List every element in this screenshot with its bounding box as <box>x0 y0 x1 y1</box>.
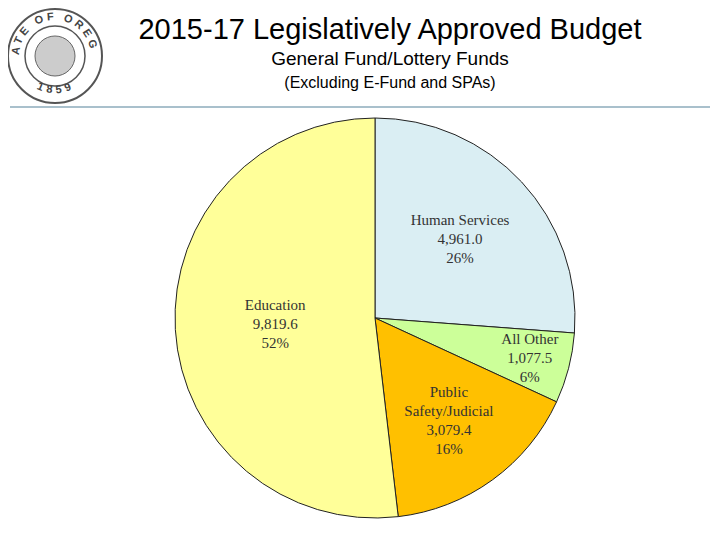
svg-text:1859: 1859 <box>36 79 75 95</box>
svg-text:Human Services4,961.026%: Human Services4,961.026% <box>411 212 510 266</box>
html-text:2015-17 Legislatively Approved: 2015-17 Legislatively Approved Budget <box>138 13 642 45</box>
html-text:General Fund/Lottery Funds: General Fund/Lottery Funds <box>271 48 509 69</box>
svg-text:Education9,819.652%: Education9,819.652% <box>245 297 306 351</box>
svg-text:All Other1,077.56%: All Other1,077.56% <box>501 331 558 385</box>
html-text:(Excluding E-Fund and SPAs): (Excluding E-Fund and SPAs) <box>284 74 496 91</box>
svg-text:STATE OF OREGON: STATE OF OREGON <box>8 8 101 56</box>
svg-text:PublicSafety/Judicial3,079.416: PublicSafety/Judicial3,079.416% <box>404 384 493 457</box>
